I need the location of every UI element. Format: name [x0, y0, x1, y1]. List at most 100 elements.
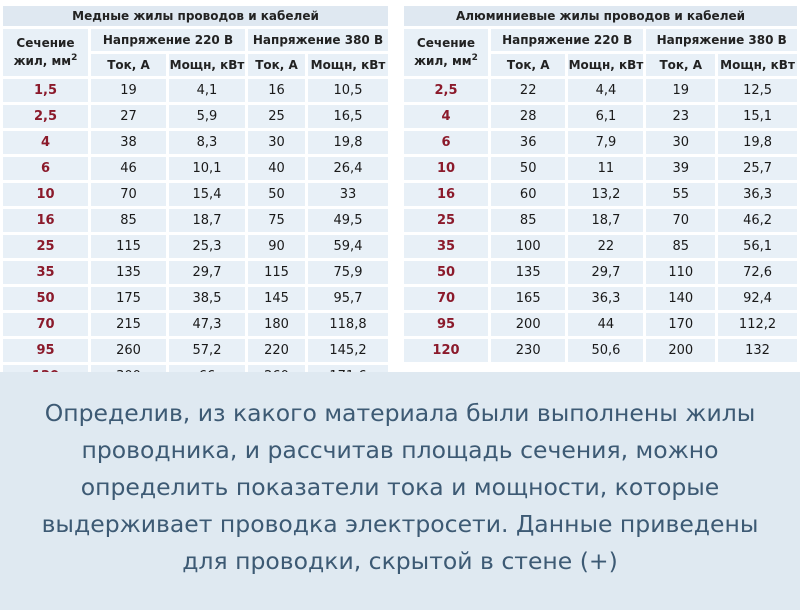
aluminum-cell-power-220: 7,9 [568, 131, 644, 154]
copper-cell-section: 10 [3, 183, 88, 206]
aluminum-cell-current-380: 30 [646, 131, 716, 154]
aluminum-cell-current-380: 23 [646, 105, 716, 128]
aluminum-cell-current-380: 55 [646, 183, 716, 206]
caption-text: Определив, из какого материала были выпо… [41, 398, 759, 575]
table-row: 2,5 27 5,9 25 16,5 [3, 105, 388, 128]
aluminum-table-body: 2,5 22 4,4 19 12,5 4 28 6,1 23 15,1 6 36 7,9 30 19,8 10… [404, 79, 797, 362]
aluminum-cell-section: 120 [404, 339, 488, 362]
aluminum-cell-power-380: 132 [718, 339, 797, 362]
table-row: 6 36 7,9 30 19,8 [404, 131, 797, 154]
copper-cell-current-380: 115 [248, 261, 305, 284]
aluminum-cell-current-380: 39 [646, 157, 716, 180]
aluminum-power-380-header: Мощн, кВт [718, 54, 797, 76]
copper-cell-current-220: 46 [91, 157, 166, 180]
aluminum-cell-section: 35 [404, 235, 488, 258]
aluminum-cell-section: 2,5 [404, 79, 488, 102]
aluminum-power-220-header: Мощн, кВт [568, 54, 644, 76]
aluminum-cell-current-220: 50 [490, 157, 566, 180]
copper-cell-power-380: 59,4 [308, 235, 388, 258]
copper-cell-current-220: 70 [91, 183, 166, 206]
table-row: 35 135 29,7 115 75,9 [3, 261, 388, 284]
copper-table: Медные жилы проводов и кабелей Сечение ж… [0, 3, 391, 391]
aluminum-cell-power-220: 4,4 [568, 79, 644, 102]
aluminum-section-header-sup: 2 [471, 53, 478, 63]
copper-cell-power-220: 29,7 [169, 261, 245, 284]
aluminum-cell-power-220: 44 [568, 313, 644, 336]
table-row: 95 200 44 170 112,2 [404, 313, 797, 336]
copper-cell-section: 95 [3, 339, 88, 362]
table-row: 1,5 19 4,1 16 10,5 [3, 79, 388, 102]
aluminum-cell-section: 25 [404, 209, 488, 232]
copper-cell-current-380: 180 [248, 313, 305, 336]
copper-cell-current-220: 19 [91, 79, 166, 102]
table-row: 4 28 6,1 23 15,1 [404, 105, 797, 128]
copper-cell-power-380: 16,5 [308, 105, 388, 128]
copper-cell-current-380: 75 [248, 209, 305, 232]
copper-cell-power-220: 57,2 [169, 339, 245, 362]
aluminum-voltage-380-header: Напряжение 380 В [646, 29, 797, 51]
aluminum-cell-power-380: 46,2 [718, 209, 797, 232]
table-row: 50 175 38,5 145 95,7 [3, 287, 388, 310]
aluminum-cell-power-380: 72,6 [718, 261, 797, 284]
aluminum-section-header: Сечение жил, мм2 [404, 29, 488, 76]
table-row: 70 165 36,3 140 92,4 [404, 287, 797, 310]
aluminum-cell-current-380: 70 [646, 209, 716, 232]
copper-cell-power-380: 95,7 [308, 287, 388, 310]
aluminum-cell-power-220: 11 [568, 157, 644, 180]
copper-cell-power-220: 38,5 [169, 287, 245, 310]
copper-cell-current-220: 135 [91, 261, 166, 284]
copper-power-380-header: Мощн, кВт [308, 54, 388, 76]
aluminum-cell-power-380: 15,1 [718, 105, 797, 128]
copper-cell-current-220: 260 [91, 339, 166, 362]
copper-cell-current-380: 50 [248, 183, 305, 206]
aluminum-cell-section: 16 [404, 183, 488, 206]
aluminum-cell-power-380: 12,5 [718, 79, 797, 102]
aluminum-cell-section: 50 [404, 261, 488, 284]
copper-cell-current-220: 215 [91, 313, 166, 336]
table-row: 25 115 25,3 90 59,4 [3, 235, 388, 258]
copper-cell-section: 4 [3, 131, 88, 154]
copper-cell-current-220: 85 [91, 209, 166, 232]
copper-cell-current-380: 25 [248, 105, 305, 128]
copper-cell-section: 70 [3, 313, 88, 336]
table-row: 4 38 8,3 30 19,8 [3, 131, 388, 154]
copper-cell-power-380: 10,5 [308, 79, 388, 102]
table-row: 2,5 22 4,4 19 12,5 [404, 79, 797, 102]
aluminum-cell-power-220: 29,7 [568, 261, 644, 284]
table-row: 10 70 15,4 50 33 [3, 183, 388, 206]
copper-cell-power-220: 18,7 [169, 209, 245, 232]
copper-cell-power-220: 15,4 [169, 183, 245, 206]
copper-cell-section: 6 [3, 157, 88, 180]
copper-cell-current-380: 90 [248, 235, 305, 258]
aluminum-cell-current-380: 140 [646, 287, 716, 310]
copper-current-220-header: Ток, А [91, 54, 166, 76]
copper-cell-power-220: 4,1 [169, 79, 245, 102]
aluminum-cell-power-220: 50,6 [568, 339, 644, 362]
copper-cell-power-220: 25,3 [169, 235, 245, 258]
table-row: 50 135 29,7 110 72,6 [404, 261, 797, 284]
copper-cell-current-220: 38 [91, 131, 166, 154]
copper-cell-power-380: 33 [308, 183, 388, 206]
aluminum-cell-current-220: 100 [490, 235, 566, 258]
copper-table-title: Медные жилы проводов и кабелей [3, 6, 388, 26]
aluminum-voltage-220-header: Напряжение 220 В [490, 29, 644, 51]
copper-cell-power-220: 5,9 [169, 105, 245, 128]
copper-section-header-sup: 2 [71, 53, 78, 63]
copper-cell-power-220: 8,3 [169, 131, 245, 154]
copper-cell-section: 2,5 [3, 105, 88, 128]
copper-cell-current-380: 30 [248, 131, 305, 154]
aluminum-cell-power-220: 18,7 [568, 209, 644, 232]
copper-current-380-header: Ток, А [248, 54, 305, 76]
aluminum-cell-power-380: 25,7 [718, 157, 797, 180]
copper-cell-current-380: 40 [248, 157, 305, 180]
table-row: 95 260 57,2 220 145,2 [3, 339, 388, 362]
aluminum-cell-current-220: 22 [490, 79, 566, 102]
copper-cell-power-380: 118,8 [308, 313, 388, 336]
aluminum-cell-current-380: 200 [646, 339, 716, 362]
aluminum-cell-power-380: 19,8 [718, 131, 797, 154]
aluminum-cell-power-220: 36,3 [568, 287, 644, 310]
aluminum-cell-current-220: 85 [490, 209, 566, 232]
copper-cell-current-220: 175 [91, 287, 166, 310]
aluminum-cell-section: 70 [404, 287, 488, 310]
aluminum-cell-current-380: 110 [646, 261, 716, 284]
